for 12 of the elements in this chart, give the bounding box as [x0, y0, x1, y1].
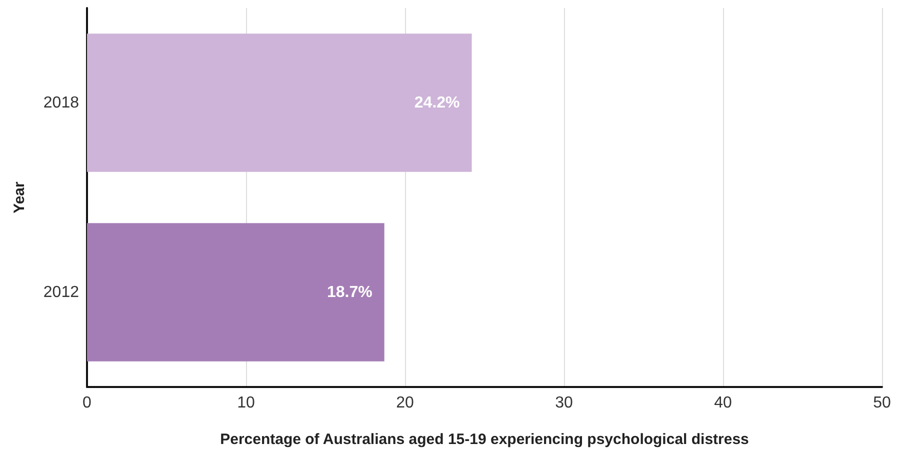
x-tick-label: 50: [873, 394, 891, 412]
x-tick-label: 30: [555, 394, 573, 412]
y-axis-title: Year: [11, 181, 28, 214]
x-tick-label: 40: [714, 394, 732, 412]
data-label: 24.2%: [414, 94, 460, 112]
y-tick-label: 2018: [43, 94, 80, 112]
y-tick-label: 2012: [43, 284, 80, 301]
data-label: 18.7%: [326, 284, 372, 301]
x-tick-label: 0: [82, 394, 92, 412]
x-tick-label: 20: [396, 394, 414, 412]
x-tick-label: 10: [237, 394, 255, 412]
x-axis-title: Percentage of Australians aged 15-19 experiencing psychological distress: [220, 431, 749, 448]
